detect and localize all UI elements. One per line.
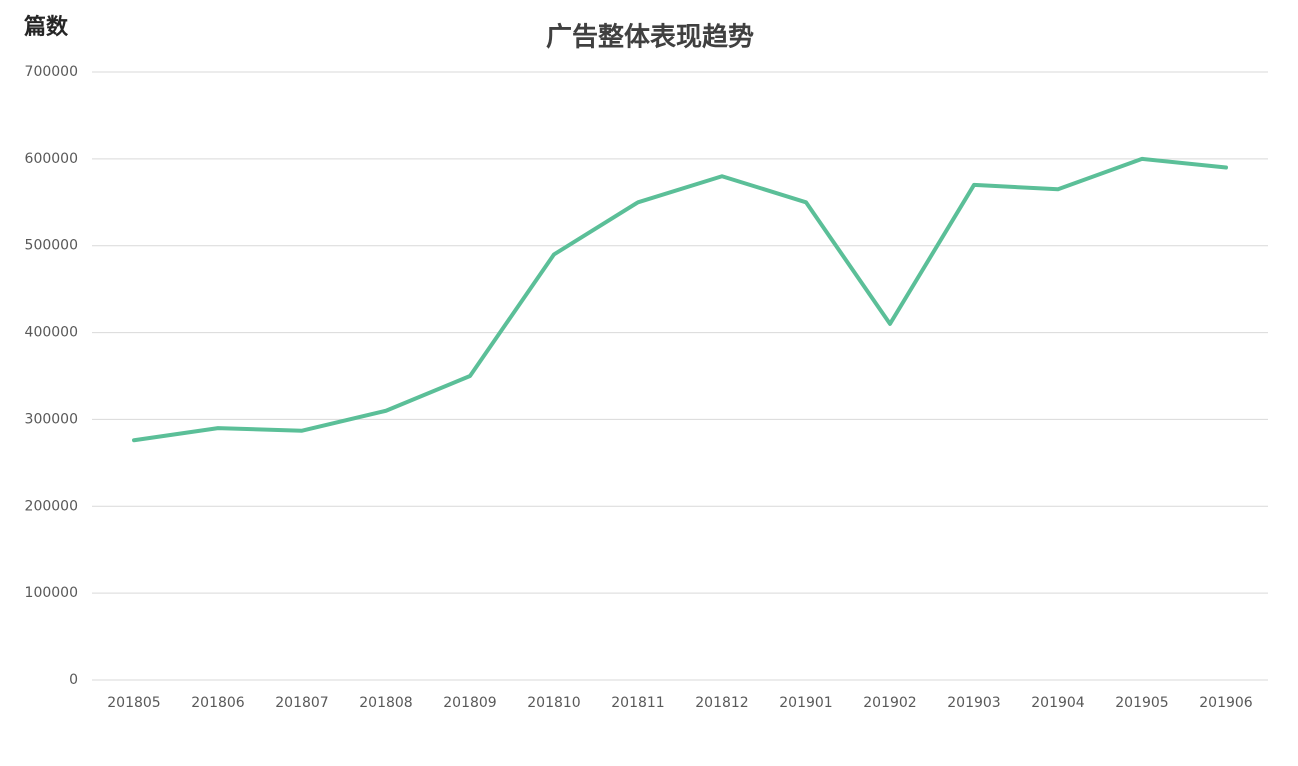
data-line <box>132 156 1228 443</box>
x-tick-label: 201903 <box>947 695 1000 711</box>
y-tick-label: 100000 <box>25 585 78 601</box>
x-tick-label: 201810 <box>527 695 580 711</box>
x-tick-label: 201902 <box>863 695 916 711</box>
y-tick-label: 400000 <box>25 325 78 341</box>
y-tick-label: 500000 <box>25 238 78 254</box>
x-tick-label: 201901 <box>779 695 832 711</box>
y-tick-label: 200000 <box>25 498 78 514</box>
x-tick-label: 201808 <box>359 695 412 711</box>
chart-title: 广告整体表现趋势 <box>546 22 754 53</box>
x-tick-label: 201904 <box>1031 695 1085 711</box>
y-tick-label: 700000 <box>25 64 78 80</box>
y-tick-label: 300000 <box>25 411 78 427</box>
y-axis-label: 篇数 <box>24 14 69 40</box>
x-tick-label: 201811 <box>611 695 664 711</box>
y-tick-label: 600000 <box>25 151 78 167</box>
y-tick-label: 0 <box>69 672 78 688</box>
x-tick-label: 201905 <box>1115 695 1168 711</box>
x-tick-label: 201812 <box>695 695 748 711</box>
x-tick-label: 201807 <box>275 695 328 711</box>
x-tick-label: 201906 <box>1199 695 1253 711</box>
x-tick-label: 201806 <box>191 695 245 711</box>
x-tick-label: 201805 <box>107 695 160 711</box>
x-tick-label: 201809 <box>443 695 496 711</box>
